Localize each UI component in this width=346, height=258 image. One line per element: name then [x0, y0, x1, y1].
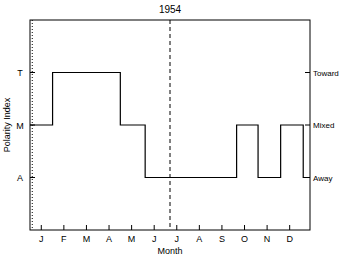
x-tick	[154, 225, 155, 230]
vertical-line	[170, 20, 171, 230]
x-tick-label: F	[61, 234, 67, 244]
x-axis-label: Month	[157, 246, 182, 256]
x-tick-label: O	[241, 234, 248, 244]
x-tick-label: N	[264, 234, 271, 244]
x-tick-label: A	[196, 234, 202, 244]
y2-tick-label: Toward	[313, 69, 339, 78]
x-tick	[86, 225, 87, 230]
x-tick	[199, 225, 200, 230]
x-tick	[131, 225, 132, 230]
x-tick	[289, 225, 290, 230]
y2-tick-label: Away	[313, 174, 332, 183]
x-tick-label: A	[106, 234, 112, 244]
y-tick-label: T	[17, 68, 23, 78]
x-tick-label: S	[219, 234, 225, 244]
title: 1954	[159, 4, 182, 15]
x-tick	[63, 225, 64, 230]
plot-area	[30, 20, 310, 230]
y-tick	[30, 177, 35, 178]
x-tick-label: J	[39, 234, 44, 244]
chart: 1954 A M T Away Mixed Toward J F M A M J J A S O N D Month P…	[0, 0, 346, 258]
y-tick	[30, 72, 35, 73]
x-tick-label: M	[128, 234, 136, 244]
x-tick-label: M	[83, 234, 91, 244]
x-tick-label: J	[152, 234, 157, 244]
y2-tick	[305, 125, 310, 126]
x-tick	[109, 225, 110, 230]
x-tick-label: D	[286, 234, 293, 244]
x-tick	[244, 225, 245, 230]
y-axis-label: Polarity Index	[2, 97, 12, 152]
y2-tick	[305, 72, 310, 73]
step-line	[30, 73, 310, 178]
y2-tick-label: Mixed	[313, 121, 334, 130]
x-tick	[41, 225, 42, 230]
y-tick-label: A	[17, 173, 23, 183]
plot-frame	[30, 20, 310, 230]
x-tick	[221, 225, 222, 230]
y-tick-label: M	[16, 121, 24, 131]
x-tick-label: J	[175, 234, 180, 244]
x-tick	[267, 225, 268, 230]
x-tick	[176, 225, 177, 230]
